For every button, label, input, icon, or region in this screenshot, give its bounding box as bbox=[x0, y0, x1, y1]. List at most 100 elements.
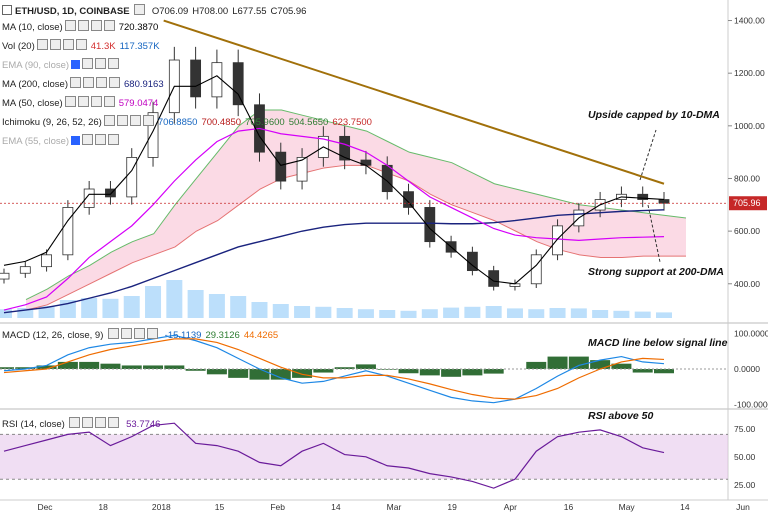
macd-histogram-bar bbox=[526, 361, 547, 369]
volume-bar bbox=[230, 296, 247, 318]
candle-body bbox=[275, 151, 287, 182]
candle-body bbox=[530, 254, 542, 285]
eye-icon[interactable] bbox=[64, 20, 76, 31]
indicator-value: 53.7746 bbox=[126, 419, 161, 430]
close-icon[interactable] bbox=[96, 77, 107, 88]
close-icon[interactable] bbox=[95, 417, 107, 428]
ma50-line bbox=[3, 127, 665, 311]
settings-icon[interactable] bbox=[82, 417, 94, 428]
candle-body bbox=[147, 112, 159, 158]
ohlc-h: H708.00 bbox=[192, 6, 229, 17]
macd-histogram-bar bbox=[547, 356, 568, 369]
settings-icon[interactable] bbox=[134, 4, 146, 15]
x-tick-label: 15 bbox=[215, 502, 225, 512]
settings-icon[interactable] bbox=[121, 328, 133, 339]
settings-icon[interactable] bbox=[77, 96, 89, 107]
close-icon[interactable] bbox=[134, 328, 146, 339]
indicator-legend-row[interactable]: Ichimoku (9, 26, 52, 26) 706.8850 700.4850… bbox=[2, 115, 372, 129]
x-tick-label: 14 bbox=[680, 502, 690, 512]
x-tick-label: Apr bbox=[504, 502, 517, 512]
close-icon[interactable] bbox=[90, 96, 102, 107]
macd-legend-values: -15.1139 29.3126 44.4265 bbox=[161, 330, 279, 341]
eye-icon[interactable] bbox=[103, 115, 115, 126]
indicator-legend-row[interactable]: EMA (55, close) bbox=[2, 134, 120, 148]
rsi-annotation: RSI above 50 bbox=[588, 410, 654, 422]
close-icon[interactable] bbox=[95, 134, 107, 145]
more-icon[interactable] bbox=[147, 328, 159, 339]
settings-icon[interactable] bbox=[82, 134, 94, 145]
indicator-value: -15.1139 bbox=[164, 330, 202, 341]
settings-icon[interactable] bbox=[49, 39, 61, 50]
volume-bar bbox=[464, 306, 481, 318]
x-tick-label: Dec bbox=[37, 502, 53, 512]
ichimoku-cloud bbox=[26, 110, 686, 311]
indicator-value: 700.4850 bbox=[201, 117, 242, 128]
indicator-legend-row[interactable]: MA (200, close) 680.9163 bbox=[2, 77, 164, 91]
macd-histogram-bar bbox=[377, 369, 398, 370]
indicator-value: 705.9600 bbox=[245, 117, 285, 128]
candle-body bbox=[0, 272, 10, 280]
macd-histogram-bar bbox=[483, 369, 504, 374]
eye-icon[interactable] bbox=[71, 60, 81, 69]
candle-body bbox=[41, 254, 52, 268]
eye-icon[interactable] bbox=[36, 39, 48, 50]
macd-histogram-bar bbox=[57, 361, 78, 369]
indicator-legend-row[interactable]: MA (10, close) 720.3870 bbox=[2, 20, 158, 34]
more-icon[interactable] bbox=[103, 96, 115, 107]
close-icon[interactable] bbox=[90, 20, 102, 31]
more-icon[interactable] bbox=[142, 115, 154, 126]
eye-icon[interactable] bbox=[69, 417, 81, 428]
rsi-legend[interactable]: RSI (14, close) 53.7746 bbox=[2, 417, 160, 431]
x-tick-label: May bbox=[619, 502, 636, 512]
volume-bar bbox=[123, 296, 140, 318]
settings-icon[interactable] bbox=[82, 58, 94, 69]
more-icon[interactable] bbox=[75, 39, 87, 50]
rsi-legend-name: RSI (14, close) bbox=[2, 419, 65, 430]
indicator-name: Vol (20) bbox=[2, 41, 35, 52]
indicator-legend-row[interactable]: MA (50, close) 579.0474 bbox=[2, 96, 158, 110]
rsi-tick-label: 75.00 bbox=[734, 424, 756, 434]
volume-bar bbox=[592, 310, 609, 318]
volume-bar bbox=[187, 290, 204, 318]
collapse-icon[interactable] bbox=[2, 5, 12, 15]
close-icon[interactable] bbox=[129, 115, 141, 126]
eye-icon[interactable] bbox=[71, 136, 81, 145]
macd-histogram-bar bbox=[143, 365, 164, 369]
more-icon[interactable] bbox=[109, 77, 120, 88]
indicator-legend-row[interactable]: EMA (90, close) bbox=[2, 58, 120, 72]
volume-bar bbox=[315, 306, 332, 318]
more-icon[interactable] bbox=[108, 134, 120, 145]
price-tag bbox=[729, 196, 767, 211]
x-tick-label: 14 bbox=[331, 502, 341, 512]
volume-bar bbox=[17, 308, 34, 318]
indicator-value: 29.3126 bbox=[205, 330, 240, 341]
eye-icon[interactable] bbox=[70, 77, 81, 88]
volume-bar bbox=[528, 309, 545, 318]
indicator-value: 44.4265 bbox=[243, 330, 279, 341]
macd-tick-label: 100.0000 bbox=[734, 329, 768, 339]
settings-icon[interactable] bbox=[83, 77, 94, 88]
eye-icon[interactable] bbox=[108, 328, 120, 339]
ohlc-o: O706.09 bbox=[151, 6, 189, 17]
macd-histogram-bar bbox=[292, 369, 313, 378]
indicator-name: EMA (55, close) bbox=[2, 136, 70, 147]
macd-histogram-bar bbox=[228, 369, 249, 378]
candle-body bbox=[637, 193, 649, 200]
more-icon[interactable] bbox=[108, 417, 120, 428]
symbol-header[interactable]: ETH/USD, 1D, COINBASE O706.09 H708.00 L677… bbox=[2, 4, 306, 18]
indicator-legend-row[interactable]: Vol (20) 41.3K 117.357K bbox=[2, 39, 160, 53]
volume-bar bbox=[421, 309, 438, 318]
close-icon[interactable] bbox=[95, 58, 107, 69]
indicator-value: 706.8850 bbox=[157, 117, 198, 128]
settings-icon[interactable] bbox=[77, 20, 89, 31]
eye-icon[interactable] bbox=[64, 96, 76, 107]
more-icon[interactable] bbox=[103, 20, 115, 31]
close-icon[interactable] bbox=[62, 39, 74, 50]
more-icon[interactable] bbox=[108, 58, 120, 69]
macd-histogram-bar bbox=[568, 356, 589, 369]
macd-legend[interactable]: MACD (12, 26, close, 9) -15.1139 29.3126 4… bbox=[2, 328, 278, 342]
ma200-line bbox=[3, 209, 665, 314]
macd-histogram-bar bbox=[79, 361, 100, 369]
settings-icon[interactable] bbox=[116, 115, 128, 126]
